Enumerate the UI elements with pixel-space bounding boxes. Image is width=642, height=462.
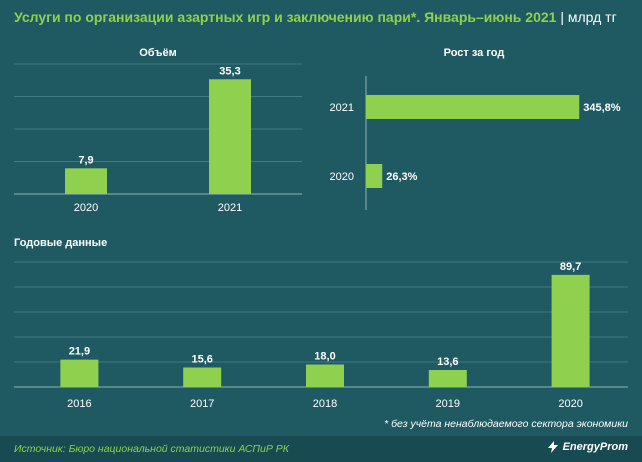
bar — [366, 164, 383, 188]
data-label: 89,7 — [560, 261, 581, 273]
chart-title: Объём — [139, 47, 176, 59]
footnote: * без учёта ненаблюдаемого сектора эконо… — [384, 418, 628, 430]
data-label: 7,9 — [78, 154, 93, 166]
bar — [428, 370, 467, 387]
bar — [306, 364, 344, 387]
tick-label: 2020 — [330, 171, 354, 183]
tick-label: 2020 — [74, 202, 98, 214]
bar — [366, 95, 580, 119]
data-label: 15,6 — [191, 354, 212, 366]
bar — [209, 79, 251, 194]
tick-label: 2019 — [436, 398, 460, 410]
title-separator: | — [560, 9, 564, 25]
page-title: Услуги по организации азартных игр и зак… — [14, 9, 617, 25]
title-unit: млрд тг — [567, 9, 617, 25]
tick-label: 2021 — [218, 202, 242, 214]
source-text: Источник: Бюро национальной статистики А… — [14, 443, 289, 455]
data-label: 13,6 — [437, 356, 458, 368]
chart-title: Рост за год — [444, 47, 505, 59]
charts-canvas: Объём 7,9 2020 35,3 2021 Рост за год 345,8% 20… — [14, 47, 628, 410]
tick-label: 2020 — [558, 398, 582, 410]
logo-text: EnergyProm — [562, 441, 628, 453]
data-label: 18,0 — [314, 351, 335, 363]
tick-label: 2018 — [313, 398, 337, 410]
data-label: 345,8% — [583, 102, 621, 114]
bar — [183, 367, 222, 387]
chart-growth: Рост за год 345,8% 2021 26,3% 2020 — [330, 47, 621, 210]
chart-title: Годовые данные — [14, 237, 107, 249]
footer: Источник: Бюро национальной статистики А… — [0, 436, 642, 462]
data-label: 26,3% — [386, 171, 417, 183]
data-label: 21,9 — [69, 346, 90, 358]
tick-label: 2016 — [67, 398, 91, 410]
title-text: Услуги по организации азартных игр и зак… — [14, 9, 557, 25]
energyprom-logo-icon — [547, 441, 558, 453]
chart-annual: Годовые данные 21,9 2016 15,6 2017 18,0 2018 13… — [14, 237, 628, 410]
bar — [60, 359, 99, 387]
brand-logo: EnergyProm — [547, 441, 628, 453]
chart-volume: Объём 7,9 2020 35,3 2021 — [14, 47, 302, 214]
data-label: 35,3 — [219, 65, 240, 77]
bar — [65, 168, 107, 194]
tick-label: 2021 — [330, 102, 354, 114]
bar — [551, 274, 590, 387]
tick-label: 2017 — [190, 398, 214, 410]
